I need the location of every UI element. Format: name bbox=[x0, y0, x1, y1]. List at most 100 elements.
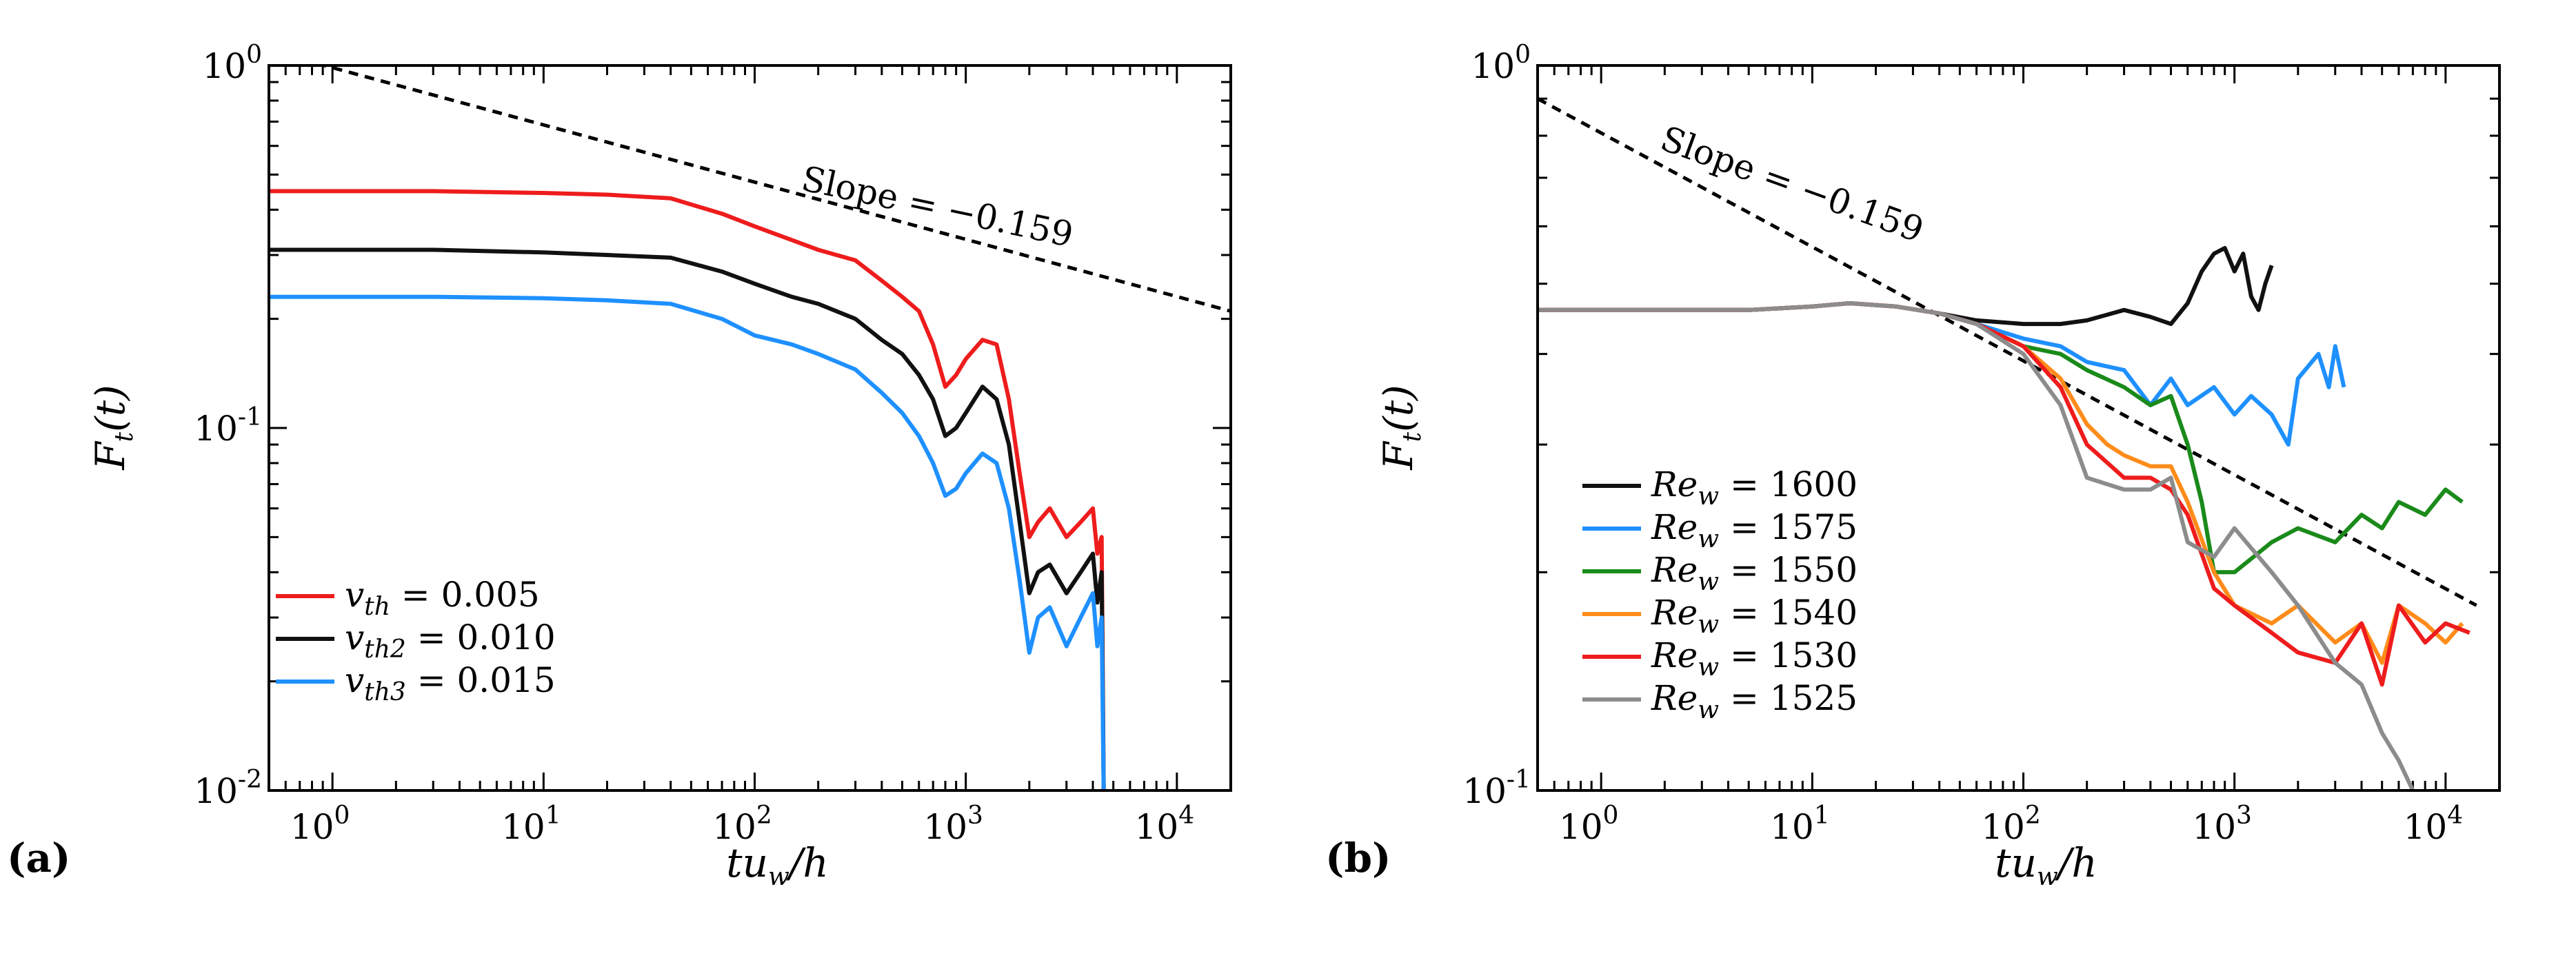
legend-subscript: w bbox=[1698, 611, 1719, 639]
legend-subscript: th2 bbox=[364, 635, 406, 664]
legend-value: = 0.015 bbox=[406, 660, 556, 700]
x-tick-exponent: 2 bbox=[756, 801, 772, 830]
y-axis-label-sub: t bbox=[1398, 431, 1427, 442]
y-tick-exponent: -2 bbox=[238, 766, 262, 794]
x-tick-label: 100 bbox=[290, 801, 350, 847]
x-tick-exponent: 1 bbox=[545, 801, 561, 830]
legend-value: = 1600 bbox=[1719, 464, 1858, 504]
x-tick-base: 10 bbox=[1135, 807, 1179, 847]
y-tick-label: 100 bbox=[202, 41, 262, 86]
legend-symbol: v bbox=[345, 575, 364, 615]
legend-entry: Rew = 1550 bbox=[1651, 550, 1858, 596]
legend-subscript: th bbox=[364, 593, 390, 621]
legend-symbol: Re bbox=[1651, 464, 1698, 504]
x-axis-label-main: tu bbox=[1995, 839, 2037, 886]
legend-symbol: Re bbox=[1651, 678, 1698, 718]
legend-symbol: Re bbox=[1651, 635, 1698, 675]
y-tick-base: 10 bbox=[194, 771, 238, 811]
legend-value: = 1525 bbox=[1719, 678, 1858, 718]
x-tick-base: 10 bbox=[712, 807, 756, 847]
x-tick-label: 100 bbox=[1559, 801, 1619, 847]
x-tick-exponent: 3 bbox=[967, 801, 983, 830]
legend-symbol: Re bbox=[1651, 593, 1698, 633]
y-tick-label: 100 bbox=[1471, 41, 1531, 86]
x-tick-exponent: 0 bbox=[334, 801, 350, 830]
y-tick-label: 10-1 bbox=[1462, 766, 1531, 811]
x-tick-exponent: 1 bbox=[1814, 801, 1830, 830]
legend-symbol: v bbox=[345, 617, 364, 657]
y-tick-exponent: 0 bbox=[1515, 41, 1531, 69]
x-tick-exponent: 3 bbox=[2236, 801, 2252, 830]
slope-annotation: Slope = −0.159 bbox=[798, 159, 1077, 255]
x-tick-label: 101 bbox=[501, 801, 561, 847]
series-line-1 bbox=[1538, 301, 2346, 447]
legend-subscript: w bbox=[1698, 653, 1719, 682]
series-line-1 bbox=[269, 247, 1106, 790]
panel-label: (b) bbox=[1325, 835, 1391, 881]
x-tick-exponent: 4 bbox=[1178, 801, 1194, 830]
reference-slope-line bbox=[317, 65, 1231, 313]
x-tick-label: 101 bbox=[1770, 801, 1830, 847]
legend-entry: Rew = 1575 bbox=[1651, 507, 1858, 553]
plot-frame bbox=[1536, 64, 2501, 792]
legend-symbol: Re bbox=[1651, 507, 1698, 547]
legend-subscript: w bbox=[1698, 482, 1719, 511]
y-axis-label: Ft(t) bbox=[1375, 385, 1427, 470]
y-axis-label-tail: (t) bbox=[87, 385, 134, 432]
y-tick-exponent: -1 bbox=[1507, 766, 1531, 794]
legend-entry: vth = 0.005 bbox=[345, 575, 540, 621]
x-tick-base: 10 bbox=[1981, 807, 2025, 847]
x-tick-base: 10 bbox=[1770, 807, 1814, 847]
x-tick-label: 104 bbox=[1135, 801, 1195, 847]
y-tick-label: 10-2 bbox=[194, 766, 262, 811]
y-axis-label: Ft(t) bbox=[87, 385, 139, 470]
y-axis-label-main: F bbox=[1375, 441, 1422, 471]
x-axis-label-tail: /h bbox=[786, 839, 829, 886]
x-tick-label: 103 bbox=[923, 801, 983, 847]
y-tick-exponent: -1 bbox=[238, 403, 262, 431]
x-tick-label: 103 bbox=[2192, 801, 2252, 847]
legend-value: = 0.010 bbox=[406, 617, 556, 657]
legend-value: = 1575 bbox=[1719, 507, 1858, 547]
legend-value: = 1530 bbox=[1719, 635, 1858, 675]
slope-annotation: Slope = −0.159 bbox=[1656, 119, 1929, 251]
plot-frame bbox=[268, 64, 1232, 792]
legend-symbol: v bbox=[345, 660, 364, 700]
legend-value: = 1540 bbox=[1719, 593, 1858, 633]
y-tick-base: 10 bbox=[1462, 771, 1507, 811]
series-line-0 bbox=[1538, 245, 2274, 327]
chart-panel-b: 100 101 102 103 10410010-1tuw/hFt(t)(b)Slope… bbox=[1325, 41, 2501, 891]
x-tick-label: 102 bbox=[1981, 801, 2041, 847]
x-axis-label: tuw/h bbox=[726, 839, 828, 891]
legend-entry: Rew = 1530 bbox=[1651, 635, 1858, 682]
legend-value: = 1550 bbox=[1719, 550, 1858, 590]
x-axis-label-tail: /h bbox=[2055, 839, 2097, 886]
legend-subscript: w bbox=[1698, 696, 1719, 724]
legend-entry: vth3 = 0.015 bbox=[345, 660, 556, 706]
y-tick-base: 10 bbox=[194, 409, 238, 449]
x-tick-base: 10 bbox=[290, 807, 334, 847]
legend-symbol: Re bbox=[1651, 550, 1698, 590]
panel-label: (a) bbox=[7, 835, 70, 881]
x-axis-label-main: tu bbox=[726, 839, 768, 886]
x-axis-label-sub: w bbox=[768, 863, 789, 891]
x-tick-base: 10 bbox=[501, 807, 545, 847]
x-tick-label: 102 bbox=[712, 801, 772, 847]
series-line-0 bbox=[269, 189, 1106, 790]
y-tick-base: 10 bbox=[1471, 46, 1515, 86]
series-line-5 bbox=[1538, 301, 2415, 790]
y-tick-base: 10 bbox=[202, 46, 246, 86]
legend-subscript: th3 bbox=[364, 678, 406, 706]
x-tick-exponent: 2 bbox=[2025, 801, 2041, 830]
legend-entry: Rew = 1540 bbox=[1651, 593, 1858, 639]
legend-entry: vth2 = 0.010 bbox=[345, 617, 556, 664]
y-tick-exponent: 0 bbox=[246, 41, 262, 69]
legend-entry: Rew = 1600 bbox=[1651, 464, 1858, 511]
series-line-2 bbox=[269, 294, 1106, 790]
y-axis-label-sub: t bbox=[110, 431, 139, 442]
x-axis-label: tuw/h bbox=[1995, 839, 2097, 891]
x-tick-exponent: 0 bbox=[1603, 801, 1619, 830]
